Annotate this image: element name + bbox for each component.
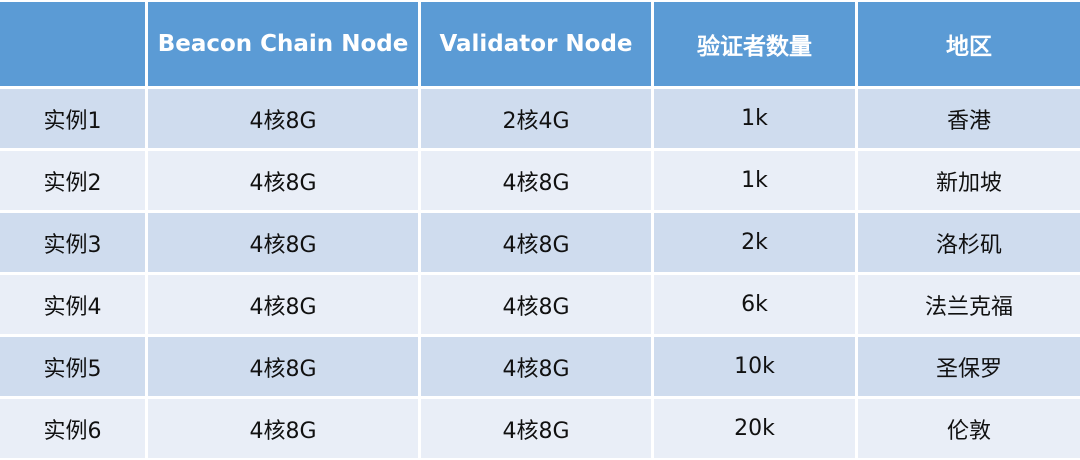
- row-header: 实例3: [0, 213, 145, 272]
- table-cell: 圣保罗: [858, 337, 1080, 396]
- table-cell: 法兰克福: [858, 275, 1080, 334]
- table-cell: 伦敦: [858, 399, 1080, 458]
- table-cell: 4核8G: [421, 275, 651, 334]
- table-cell: 4核8G: [421, 399, 651, 458]
- table-cell: 2k: [654, 213, 855, 272]
- table-cell: 4核8G: [148, 151, 418, 210]
- table-cell: 4核8G: [421, 213, 651, 272]
- column-header: 验证者数量: [654, 2, 855, 86]
- table-cell: 4核8G: [148, 89, 418, 148]
- table-cell: 20k: [654, 399, 855, 458]
- table-cell: 香港: [858, 89, 1080, 148]
- table-cell: 4核8G: [421, 151, 651, 210]
- column-header: Validator Node: [421, 2, 651, 86]
- column-header: Beacon Chain Node: [148, 2, 418, 86]
- header-corner: [0, 2, 145, 86]
- table-cell: 1k: [654, 89, 855, 148]
- table-cell: 4核8G: [421, 337, 651, 396]
- table-cell: 6k: [654, 275, 855, 334]
- table-cell: 4核8G: [148, 275, 418, 334]
- row-header: 实例4: [0, 275, 145, 334]
- row-header: 实例6: [0, 399, 145, 458]
- table-cell: 洛杉矶: [858, 213, 1080, 272]
- table-cell: 10k: [654, 337, 855, 396]
- column-header: 地区: [858, 2, 1080, 86]
- table-cell: 2核4G: [421, 89, 651, 148]
- row-header: 实例1: [0, 89, 145, 148]
- table-cell: 4核8G: [148, 337, 418, 396]
- table-cell: 1k: [654, 151, 855, 210]
- row-header: 实例2: [0, 151, 145, 210]
- table-cell: 4核8G: [148, 213, 418, 272]
- row-header: 实例5: [0, 337, 145, 396]
- table-cell: 4核8G: [148, 399, 418, 458]
- table-cell: 新加坡: [858, 151, 1080, 210]
